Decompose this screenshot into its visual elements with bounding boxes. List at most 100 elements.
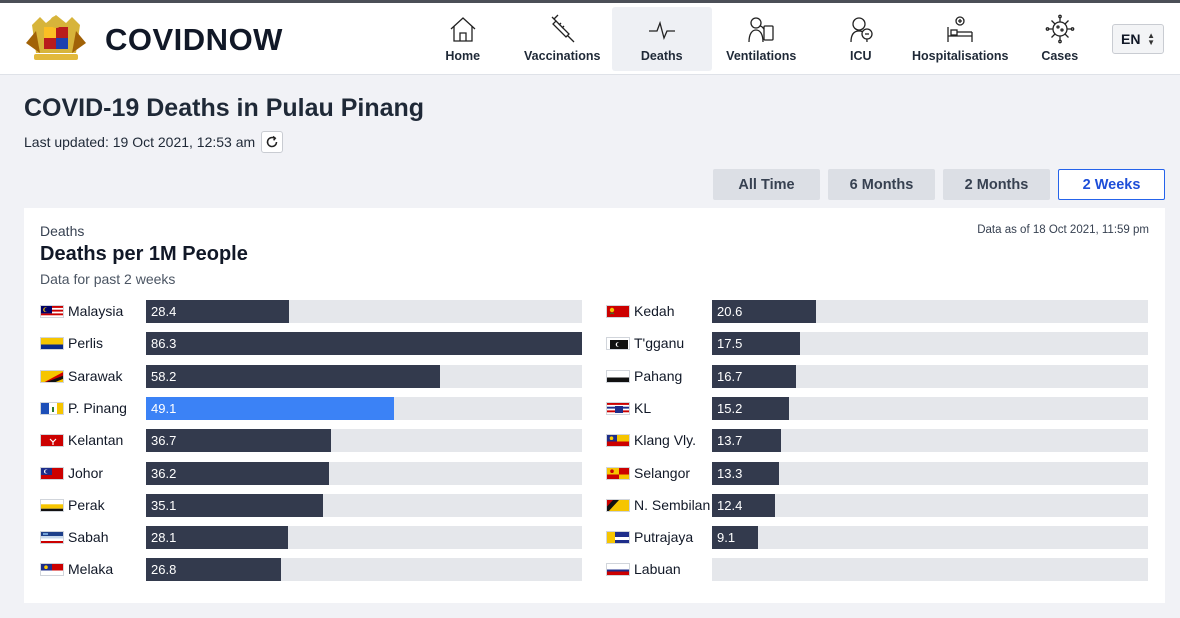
bar-row-selangor: Selangor 13.3	[606, 461, 1148, 485]
hospital-bed-icon	[947, 16, 973, 42]
bar-perlis[interactable]	[146, 332, 582, 356]
state-label: P. Pinang	[68, 399, 127, 416]
state-label: Kelantan	[68, 432, 124, 449]
bar-value-label: 49.1	[151, 400, 177, 416]
flag-n-sembilan-icon	[606, 498, 630, 512]
deaths-card: Deaths Deaths per 1M People Data for pas…	[24, 208, 1165, 603]
bar-n-sembilan[interactable]	[712, 493, 775, 517]
bar-sabah[interactable]	[146, 526, 288, 550]
state-label: Sabah	[68, 529, 109, 546]
bar-value-label: 9.1	[717, 530, 736, 546]
virus-icon	[1045, 14, 1075, 44]
nav-ventilations[interactable]: Ventilations	[712, 7, 812, 71]
bar-selangor[interactable]	[712, 461, 780, 485]
state-label: Klang Vly.	[634, 432, 696, 449]
bar-track: 13.3	[712, 461, 1148, 485]
bar-track: 20.6	[712, 300, 1148, 323]
flag-johor-icon	[40, 466, 64, 480]
nav-hospitalisations[interactable]: Hospitalisations	[911, 7, 1011, 71]
bar-row-p-pinang: P. Pinang 49.1	[40, 396, 582, 420]
bar-t-gganu[interactable]	[712, 332, 801, 356]
bar-value-label: 20.6	[717, 304, 743, 319]
data-as-of: Data as of 18 Oct 2021, 11:59 pm	[977, 224, 1149, 236]
bar-kelantan[interactable]	[146, 429, 332, 453]
bar-perak[interactable]	[146, 493, 324, 517]
flag-melaka-icon	[40, 563, 64, 577]
state-label: Putrajaya	[634, 529, 694, 546]
last-updated: Last updated: 19 Oct 2021, 12:53 am	[24, 134, 256, 150]
bar-track: 9.1	[712, 526, 1148, 550]
flag-labuan-icon	[606, 563, 630, 577]
nav-cases[interactable]: Cases	[1010, 7, 1110, 71]
bar-value-label: 13.3	[717, 465, 743, 481]
bar-malaysia[interactable]	[146, 300, 290, 323]
malaysia-coat-of-arms-logo[interactable]	[22, 13, 90, 63]
bar-track: 58.2	[146, 364, 582, 388]
flag-perlis-icon	[40, 337, 64, 351]
flag-selangor-icon	[606, 466, 630, 480]
nav-label: Deaths	[640, 49, 683, 63]
state-label: N. Sembilan	[634, 496, 711, 513]
bar-row-malaysia: Malaysia 28.4	[40, 300, 582, 323]
bar-row-putrajaya: Putrajaya 9.1	[606, 526, 1148, 550]
bar-track: 28.4	[146, 300, 582, 323]
bar-value-label: 17.5	[717, 336, 743, 352]
state-label: KL	[634, 399, 652, 416]
refresh-button[interactable]	[261, 131, 283, 153]
nav-vaccinations[interactable]: Vaccinations	[513, 7, 613, 71]
state-label: Kedah	[634, 303, 675, 319]
bar-row-kelantan: Kelantan 36.7	[40, 429, 582, 453]
flag-t-gganu-icon	[606, 337, 630, 351]
bar-klang-vly[interactable]	[712, 429, 782, 453]
bar-putrajaya[interactable]	[712, 526, 758, 550]
bar-melaka[interactable]	[146, 558, 282, 582]
bar-value-label: 15.2	[717, 400, 743, 416]
nav-icu[interactable]: ICU	[811, 7, 911, 71]
state-label: Melaka	[68, 561, 114, 578]
language-value: EN	[1121, 31, 1141, 47]
flag-sabah-icon	[40, 531, 64, 545]
state-label: Johor	[68, 464, 104, 481]
state-label: Perlis	[68, 335, 104, 352]
range-6-months-button[interactable]: 6 Months	[828, 169, 935, 200]
nav-home[interactable]: Home	[413, 7, 513, 71]
bar-track: 17.5	[712, 332, 1148, 356]
bar-track	[712, 558, 1148, 582]
card-subtitle: Data for past 2 weeks	[40, 271, 176, 287]
bar-pahang[interactable]	[712, 364, 797, 388]
home-icon	[450, 17, 476, 42]
bar-p-pinang[interactable]	[146, 396, 395, 420]
bar-row-t-gganu: T'gganu 17.5	[606, 332, 1148, 356]
bar-johor[interactable]	[146, 461, 329, 485]
state-label: Pahang	[634, 367, 683, 384]
syringe-icon	[551, 14, 575, 43]
top-border	[0, 0, 1180, 3]
flag-sarawak-icon	[40, 369, 64, 383]
bar-value-label: 58.2	[151, 368, 177, 384]
pulse-icon	[648, 20, 675, 40]
bar-kl[interactable]	[712, 396, 789, 420]
nav-label: ICU	[849, 49, 872, 63]
bar-sarawak[interactable]	[146, 364, 441, 388]
bar-track: 35.1	[146, 493, 582, 517]
bar-row-sarawak: Sarawak 58.2	[40, 364, 582, 388]
nav-deaths[interactable]: Deaths	[612, 7, 712, 71]
brand-title[interactable]: COVIDNOW	[105, 22, 283, 57]
range-all-time-button[interactable]: All Time	[713, 169, 820, 200]
state-label: Perak	[68, 496, 105, 513]
card-category: Deaths	[40, 223, 85, 239]
refresh-icon	[266, 135, 278, 148]
flag-kedah-icon	[606, 305, 630, 318]
range-2-weeks-button[interactable]: 2 Weeks	[1058, 169, 1165, 200]
bar-track: 36.2	[146, 461, 582, 485]
bar-row-kedah: Kedah 20.6	[606, 300, 1148, 323]
main-nav: Home Vaccinations Deaths Ventilations IC…	[413, 7, 1110, 71]
range-2-months-button[interactable]: 2 Months	[943, 169, 1050, 200]
language-select[interactable]: EN ▲ ▼	[1112, 24, 1164, 54]
bar-kedah[interactable]	[712, 300, 817, 323]
nav-label: Vaccinations	[524, 49, 601, 63]
state-label: T'gganu	[634, 335, 685, 352]
bar-value-label: 36.2	[151, 465, 177, 481]
bar-track: 28.1	[146, 526, 582, 550]
bar-track: 15.2	[712, 396, 1148, 420]
